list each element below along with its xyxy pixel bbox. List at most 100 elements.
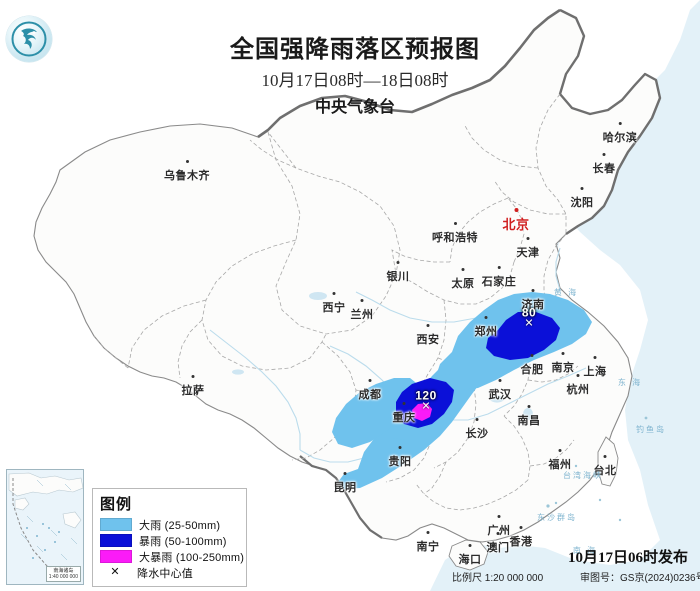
city-name: 兰州 xyxy=(350,309,374,321)
city-label-18: 合肥 xyxy=(520,354,544,378)
sea-label-1: 东 海 xyxy=(617,378,643,387)
city-name: 海口 xyxy=(458,554,482,566)
city-marker-icon xyxy=(603,455,607,458)
rain-area-torrential-southwest xyxy=(396,378,454,428)
city-name: 昆明 xyxy=(333,482,357,494)
heavy-rain-swatch xyxy=(100,518,132,531)
city-name: 乌鲁木齐 xyxy=(164,170,210,182)
city-name: 福州 xyxy=(548,459,572,471)
legend-label-severe-torrential-rain: 大暴雨 (100-250mm) xyxy=(139,551,245,564)
precip-center-north-symbol: ✕ xyxy=(524,317,534,330)
city-label-0: 北京 xyxy=(502,208,530,234)
sea-label-0: 黄 海 xyxy=(553,288,579,297)
severe-torrential-rain-swatch xyxy=(100,550,132,563)
city-name: 太原 xyxy=(451,278,475,290)
city-name: 澳门 xyxy=(486,542,510,554)
city-marker-icon xyxy=(426,531,430,534)
forecast-period: 10月17日08时—18日08时 xyxy=(261,71,449,90)
legend-label-torrential-rain: 暴雨 (50-100mm) xyxy=(139,535,227,548)
city-label-19: 南京 xyxy=(551,352,575,376)
legend-title: 图例 xyxy=(100,496,133,513)
legend-item-torrential-rain: 暴雨 (50-100mm) xyxy=(100,533,240,548)
city-label-20: 上海 xyxy=(583,356,607,380)
city-name: 武汉 xyxy=(488,389,512,401)
city-label-32: 南宁 xyxy=(417,531,440,555)
city-marker-icon xyxy=(593,356,597,359)
city-label-10: 郑州 xyxy=(474,316,498,340)
city-marker-icon xyxy=(402,402,406,405)
map-scale: 比例尺 1:20 000 000 xyxy=(452,573,544,584)
city-marker-icon xyxy=(332,292,336,295)
city-label-24: 长沙 xyxy=(466,418,489,442)
city-name: 拉萨 xyxy=(181,385,205,397)
inset-scale-box: 南海诸岛 1:40 000 000 xyxy=(45,566,81,582)
city-marker-icon xyxy=(618,122,622,125)
city-name: 上海 xyxy=(583,366,607,378)
hainan-island xyxy=(448,539,489,571)
city-label-1: 哈尔滨 xyxy=(602,122,638,146)
inset-map-graphic xyxy=(7,470,83,584)
city-name: 杭州 xyxy=(566,384,590,396)
city-marker-icon xyxy=(530,354,534,357)
cma-emblem xyxy=(11,21,47,57)
city-name: 西宁 xyxy=(322,302,346,314)
city-label-2: 长春 xyxy=(593,153,616,177)
national-boundary xyxy=(257,8,561,139)
city-marker-icon xyxy=(580,187,584,190)
city-marker-icon xyxy=(576,374,580,377)
city-label-31: 澳门 xyxy=(486,532,510,556)
review-number: 审图号：GS京(2024)0236号 xyxy=(580,573,700,584)
city-label-23: 南昌 xyxy=(517,405,541,429)
city-marker-icon xyxy=(561,352,565,355)
city-name: 南昌 xyxy=(517,415,541,427)
city-marker-icon xyxy=(531,289,535,292)
city-label-14: 乌鲁木齐 xyxy=(164,160,210,184)
legend-label-precip-center: 降水中心值 xyxy=(137,567,193,580)
city-marker-icon xyxy=(343,472,347,475)
map-title-block: 全国强降雨落区预报图 10月17日08时—18日08时 中央气象台 xyxy=(175,36,535,120)
rain-area-severe-southwest xyxy=(412,403,432,421)
city-marker-icon xyxy=(527,405,531,408)
city-label-9: 济南 xyxy=(522,289,545,313)
city-label-21: 杭州 xyxy=(566,374,590,398)
city-marker-icon xyxy=(475,418,479,421)
city-marker-icon xyxy=(461,268,465,271)
city-name: 成都 xyxy=(358,389,382,401)
city-name: 西安 xyxy=(416,334,440,346)
city-name: 沈阳 xyxy=(570,197,594,209)
city-label-17: 重庆 xyxy=(392,402,416,426)
city-name: 银川 xyxy=(386,271,410,283)
city-label-27: 福州 xyxy=(548,449,572,473)
city-name: 香港 xyxy=(509,536,533,548)
city-name: 南京 xyxy=(551,362,575,374)
city-label-33: 海口 xyxy=(458,544,482,568)
city-label-13: 西宁 xyxy=(322,292,346,316)
city-marker-icon xyxy=(396,261,400,264)
city-name: 重庆 xyxy=(392,412,416,424)
city-name: 北京 xyxy=(502,217,530,232)
issuing-agency: 中央气象台 xyxy=(314,99,395,116)
legend: 图例 大雨 (25-50mm) 暴雨 (50-100mm) 大暴雨 (100-2… xyxy=(92,488,247,587)
sea-label-4: 钓鱼岛 xyxy=(636,425,666,434)
city-label-8: 银川 xyxy=(386,261,410,285)
inset-title: 南海诸岛 xyxy=(53,568,74,574)
national-boundary-sw xyxy=(299,455,383,539)
city-label-12: 兰州 xyxy=(350,299,374,323)
rain-area-heavy-25-50-sw-lobe xyxy=(332,378,420,448)
city-label-28: 台北 xyxy=(593,455,617,479)
city-marker-icon xyxy=(368,379,372,382)
precip-center-north-value: 80 xyxy=(521,305,537,320)
precip-center-north: 80 ✕ xyxy=(522,307,536,330)
legend-item-heavy-rain: 大雨 (25-50mm) xyxy=(100,517,240,532)
city-label-7: 太原 xyxy=(451,268,475,292)
city-marker-icon xyxy=(558,449,562,452)
precip-center-icon: ✕ xyxy=(110,566,120,578)
city-marker-icon xyxy=(191,375,195,378)
city-name: 台北 xyxy=(593,465,617,477)
city-name: 哈尔滨 xyxy=(602,132,638,144)
city-name: 天津 xyxy=(516,247,540,259)
city-label-3: 沈阳 xyxy=(570,187,594,211)
city-label-5: 呼和浩特 xyxy=(432,222,478,246)
city-name: 合肥 xyxy=(520,364,544,376)
city-name: 郑州 xyxy=(474,326,498,338)
